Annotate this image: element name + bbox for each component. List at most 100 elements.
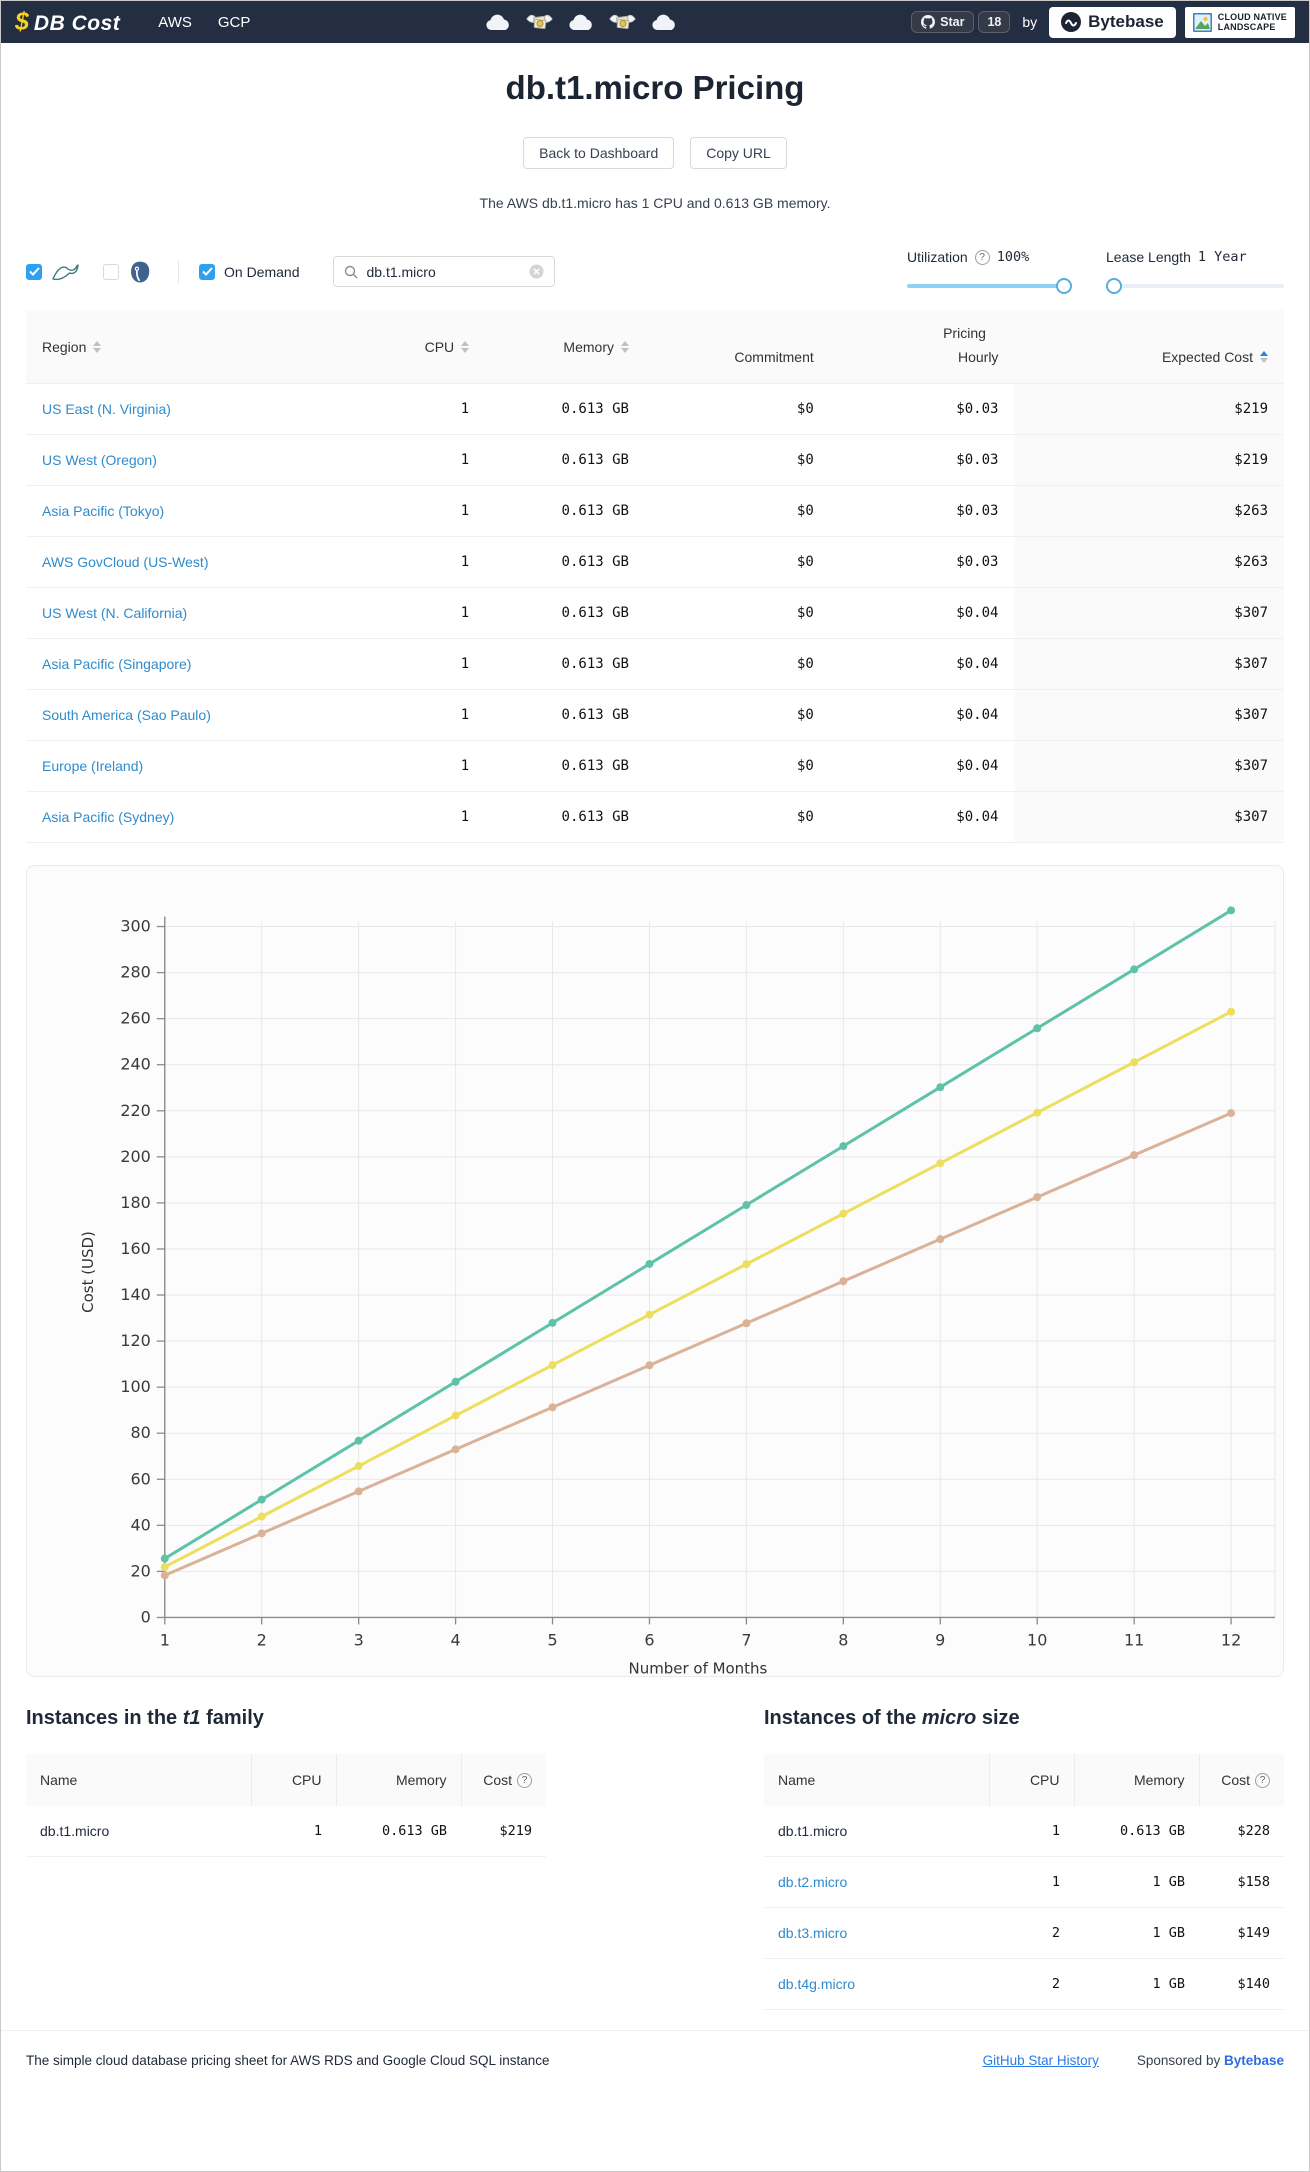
expected-cost-column-header[interactable]: Expected Cost: [1014, 343, 1284, 384]
tab-gcp[interactable]: GCP: [217, 13, 251, 31]
cloud-native-landscape-badge[interactable]: CLOUD NATIVE LANDSCAPE: [1184, 6, 1295, 38]
svg-text:4: 4: [451, 1630, 461, 1649]
instance-link[interactable]: db.t2.micro: [778, 1874, 848, 1890]
on-demand-filter: On Demand: [199, 263, 300, 280]
svg-text:9: 9: [935, 1630, 945, 1649]
sort-icon-active[interactable]: [1260, 351, 1268, 363]
instance-link[interactable]: db.t4g.micro: [778, 1976, 856, 1992]
expected-cost-cell: $219: [1014, 383, 1284, 435]
commitment-cell: $0: [644, 791, 830, 843]
region-link[interactable]: Asia Pacific (Tokyo): [42, 503, 165, 519]
svg-text:6: 6: [644, 1630, 654, 1649]
svg-text:Cost (USD): Cost (USD): [79, 1231, 97, 1313]
table-row: US East (N. Virginia) 1 0.613 GB $0 $0.0…: [26, 383, 1284, 435]
github-star-button[interactable]: Star: [911, 11, 975, 33]
instance-name: db.t1.micro: [764, 1806, 989, 1857]
landscape-icon: [1192, 12, 1212, 32]
utilization-slider[interactable]: [907, 278, 1072, 294]
memory-cell: 0.613 GB: [485, 383, 645, 435]
postgresql-checkbox[interactable]: [103, 263, 119, 280]
table-row: AWS GovCloud (US-West) 1 0.613 GB $0 $0.…: [26, 536, 1284, 588]
memory-cell: 1 GB: [1074, 1958, 1199, 2010]
name-column-header: Name: [40, 1772, 78, 1788]
instance-link[interactable]: db.t3.micro: [778, 1925, 848, 1941]
sort-icon[interactable]: [620, 340, 629, 353]
table-row: db.t1.micro 1 0.613 GB $219: [26, 1806, 546, 1857]
svg-text:140: 140: [120, 1285, 150, 1304]
hourly-cell: $0.04: [829, 791, 1015, 843]
copy-url-button[interactable]: Copy URL: [690, 137, 787, 169]
svg-text:5: 5: [547, 1630, 557, 1649]
cpu-cell: 1: [365, 638, 486, 690]
commitment-cell: $0: [644, 434, 830, 486]
table-row: db.t2.micro 1 1 GB $158: [764, 1856, 1284, 1908]
cpu-cell: 1: [251, 1806, 336, 1857]
cpu-column-header: CPU: [988, 1754, 1074, 1806]
cpu-cell: 2: [989, 1958, 1074, 2010]
table-row: South America (Sao Paulo) 1 0.613 GB $0 …: [26, 689, 1284, 741]
memory-cell: 0.613 GB: [485, 536, 645, 588]
size-table: Name CPU Memory Cost? db.t1.micro 1: [764, 1754, 1284, 2010]
bytebase-logo[interactable]: Bytebase: [1049, 6, 1176, 38]
github-star-history-link[interactable]: GitHub Star History: [982, 2053, 1099, 2068]
region-link[interactable]: US West (Oregon): [42, 452, 157, 468]
cost-chart-svg: 0 20 40 60 80 100 120 140 160 180 200 220 240 260 280 3…: [79, 906, 1276, 1676]
svg-text:300: 300: [120, 917, 150, 936]
slider-thumb[interactable]: [1056, 278, 1072, 294]
sort-icon[interactable]: [461, 340, 470, 353]
cpu-cell: 1: [365, 740, 486, 792]
bytebase-link[interactable]: Bytebase: [1223, 2053, 1284, 2068]
region-link[interactable]: Europe (Ireland): [42, 758, 144, 774]
region-link[interactable]: Asia Pacific (Singapore): [42, 656, 192, 672]
cpu-cell: 1: [365, 485, 486, 537]
mysql-icon: [52, 264, 79, 281]
cpu-column-header[interactable]: CPU: [365, 310, 485, 384]
cpu-cell: 1: [365, 434, 486, 486]
expected-cost-cell: $307: [1014, 791, 1284, 843]
region-link[interactable]: AWS GovCloud (US-West): [42, 554, 209, 570]
memory-cell: 0.613 GB: [485, 638, 645, 690]
on-demand-checkbox[interactable]: [199, 263, 215, 280]
navbar: $ DB Cost AWS GCP Star 18 by: [1, 1, 1309, 43]
dbcost-logo[interactable]: $ DB Cost: [15, 8, 120, 37]
sort-icon[interactable]: [93, 340, 102, 353]
hourly-cell: $0.03: [829, 536, 1015, 588]
help-icon[interactable]: ?: [974, 249, 990, 265]
clear-icon[interactable]: [529, 264, 544, 279]
svg-text:8: 8: [838, 1630, 848, 1649]
tab-aws[interactable]: AWS: [158, 13, 192, 31]
slider-thumb[interactable]: [1106, 278, 1122, 294]
search-input[interactable]: [366, 263, 522, 280]
help-icon[interactable]: ?: [1255, 1772, 1270, 1788]
cost-chart-card: 0 20 40 60 80 100 120 140 160 180 200 220 240 260 280 3…: [26, 865, 1284, 1677]
cpu-cell: 1: [365, 536, 486, 588]
table-row: US West (Oregon) 1 0.613 GB $0 $0.03 $21…: [26, 434, 1284, 486]
memory-column-header[interactable]: Memory: [485, 310, 645, 384]
back-to-dashboard-button[interactable]: Back to Dashboard: [523, 137, 675, 169]
table-row: db.t1.micro 1 0.613 GB $228: [764, 1806, 1284, 1857]
mysql-checkbox[interactable]: [26, 263, 42, 280]
region-link[interactable]: US West (N. California): [42, 605, 188, 621]
commitment-cell: $0: [644, 689, 830, 741]
slider-controls: Utilization ? 100% Lease Length 1 Year: [907, 249, 1284, 294]
region-link[interactable]: Asia Pacific (Sydney): [42, 809, 175, 825]
lease-length-slider[interactable]: [1106, 278, 1284, 294]
expected-cost-cell: $263: [1014, 485, 1284, 537]
region-link[interactable]: US East (N. Virginia): [42, 401, 171, 417]
region-link[interactable]: South America (Sao Paulo): [42, 707, 211, 723]
svg-text:11: 11: [1124, 1630, 1144, 1649]
svg-text:180: 180: [120, 1193, 150, 1212]
cloud-icon: [652, 14, 675, 30]
star-count[interactable]: 18: [978, 11, 1011, 33]
hourly-column-header: Hourly: [957, 349, 999, 365]
mysql-filter: [26, 261, 81, 282]
help-icon[interactable]: ?: [517, 1772, 532, 1788]
expected-cost-cell: $263: [1014, 536, 1284, 588]
region-column-header[interactable]: Region: [26, 310, 365, 384]
commitment-cell: $0: [644, 740, 830, 792]
cpu-cell: 1: [365, 383, 486, 435]
cpu-column-header: CPU: [250, 1754, 336, 1806]
hourly-cell: $0.03: [829, 434, 1015, 486]
footer: The simple cloud database pricing sheet …: [1, 2030, 1309, 2090]
on-demand-label: On Demand: [224, 263, 300, 280]
